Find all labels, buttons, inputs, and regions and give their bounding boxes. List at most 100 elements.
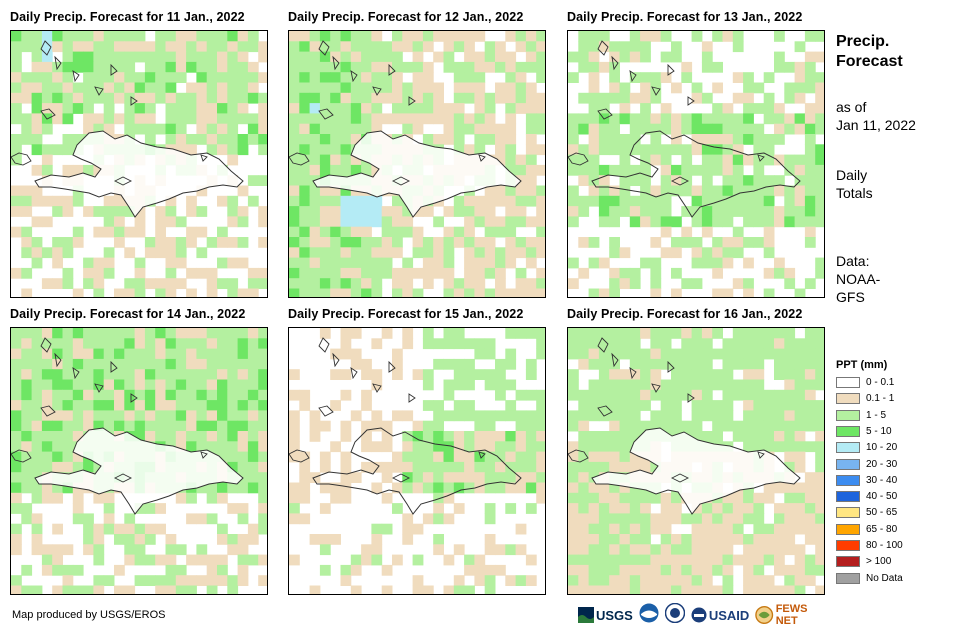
legend-label: 80 - 100 (866, 540, 903, 551)
legend-label: 1 - 5 (866, 409, 887, 421)
totals-line1: Daily (836, 167, 868, 183)
legend-label: > 100 (866, 556, 892, 568)
legend-swatch (836, 523, 860, 535)
map-panel-1 (10, 30, 268, 298)
logo-strip: USGS USAID FEWS NET (578, 600, 828, 630)
legend-label: 40 - 50 (866, 491, 898, 503)
usaid-seal-icon (691, 607, 707, 623)
legend-item: 40 - 50 (836, 490, 897, 503)
usgs-logo-text: USGS (596, 607, 633, 623)
legend-item: 1 - 5 (836, 409, 886, 422)
lake-outline (113, 176, 133, 186)
legend-swatch (836, 458, 860, 470)
legend-swatch (836, 556, 860, 568)
legend-item: 5 - 10 (836, 425, 892, 438)
noaa-seal-icon (639, 603, 659, 622)
noaa-logo (639, 603, 659, 628)
legend-swatch (836, 474, 860, 486)
lake-outline (113, 473, 133, 483)
bahamas-outline (40, 337, 208, 459)
data-source: Data: NOAA- GFS (836, 252, 880, 306)
panel-title-1: Daily Precip. Forecast for 11 Jan., 2022 (10, 10, 245, 24)
legend-swatch (836, 442, 860, 454)
data-source-line2: NOAA- (836, 271, 881, 287)
totals-line2: Totals (836, 185, 873, 201)
map-credit: Map produced by USGS/EROS (12, 609, 166, 621)
map-panel-3 (567, 30, 825, 298)
fewsnet-logo-text: FEWS NET (775, 603, 808, 627)
usgs-wave-icon (578, 607, 594, 623)
legend-label: 30 - 40 (866, 474, 898, 486)
legend-item: 65 - 80 (836, 523, 897, 536)
lake-outline (670, 176, 690, 186)
precip-grid (289, 328, 545, 594)
legend-swatch (836, 425, 860, 437)
totals-note: Daily Totals (836, 166, 873, 202)
hispaniola-outline (312, 427, 522, 515)
cuba-outline (11, 108, 56, 166)
legend-swatch (836, 507, 860, 519)
usaid-logo: USAID (691, 607, 749, 623)
hispaniola-outline (312, 130, 522, 218)
legend-item: 30 - 40 (836, 474, 897, 487)
hispaniola-outline (591, 130, 801, 218)
bahamas-outline (318, 337, 486, 459)
hispaniola-outline (34, 427, 244, 515)
as-of-value: Jan 11, 2022 (836, 117, 916, 133)
legend-label: 5 - 10 (866, 425, 892, 437)
panel-title-2: Daily Precip. Forecast for 12 Jan., 2022 (288, 10, 524, 24)
map-panel-2 (288, 30, 546, 298)
legend-item: 10 - 20 (836, 441, 897, 454)
lake-outline (670, 473, 690, 483)
legend-label: 20 - 30 (866, 458, 898, 470)
usgs-logo: USGS (578, 607, 633, 623)
cuba-outline (568, 108, 613, 166)
cuba-outline (11, 405, 56, 463)
legend-item: > 100 (836, 555, 891, 568)
hispaniola-outline (34, 130, 244, 218)
sidebar-title: Precip. Forecast (836, 32, 903, 72)
legend-label: 10 - 20 (866, 442, 898, 454)
legend-item: 50 - 65 (836, 506, 897, 519)
dos-logo (664, 602, 686, 628)
panel-title-4: Daily Precip. Forecast for 14 Jan., 2022 (10, 307, 246, 321)
map-panel-4 (10, 327, 268, 595)
usaid-logo-text: USAID (708, 607, 750, 623)
as-of-label: as of (836, 99, 867, 115)
panel-title-3: Daily Precip. Forecast for 13 Jan., 2022 (567, 10, 803, 24)
legend-item: 20 - 30 (836, 458, 897, 471)
legend-item: No Data (836, 572, 903, 585)
precip-grid (11, 31, 267, 297)
legend-swatch (836, 540, 860, 551)
legend-label: 50 - 65 (866, 507, 898, 519)
legend-title: PPT (mm) (836, 359, 888, 371)
panel-title-6: Daily Precip. Forecast for 16 Jan., 2022 (567, 307, 803, 321)
sidebar-title-line2: Forecast (836, 53, 903, 70)
sidebar-title-line1: Precip. (836, 33, 890, 50)
map-panel-5 (288, 327, 546, 595)
lake-outline (391, 473, 411, 483)
bahamas-outline (597, 337, 765, 459)
legend-swatch (836, 491, 860, 503)
map-panel-6 (567, 327, 825, 595)
bahamas-outline (40, 40, 208, 162)
data-source-line1: Data: (836, 253, 870, 269)
cuba-outline (289, 108, 334, 166)
precip-grid (568, 31, 824, 297)
precip-grid (11, 328, 267, 594)
state-dept-seal-icon (664, 602, 686, 623)
cuba-outline (568, 405, 613, 463)
fewsnet-globe-icon (755, 606, 774, 624)
legend-item: 0.1 - 1 (836, 392, 894, 405)
legend-label: 65 - 80 (866, 523, 898, 535)
as-of-date: as of Jan 11, 2022 (836, 98, 916, 134)
precip-grid (568, 328, 824, 594)
hispaniola-outline (591, 427, 801, 515)
panel-title-5: Daily Precip. Forecast for 15 Jan., 2022 (288, 307, 524, 321)
legend-label: 0.1 - 1 (866, 393, 895, 405)
fewsnet-logo: FEWS NET (755, 603, 828, 627)
legend-label: 0 - 0.1 (866, 377, 895, 388)
lake-outline (391, 176, 411, 186)
legend-item: 80 - 100 (836, 539, 903, 552)
legend-swatch (836, 393, 860, 405)
